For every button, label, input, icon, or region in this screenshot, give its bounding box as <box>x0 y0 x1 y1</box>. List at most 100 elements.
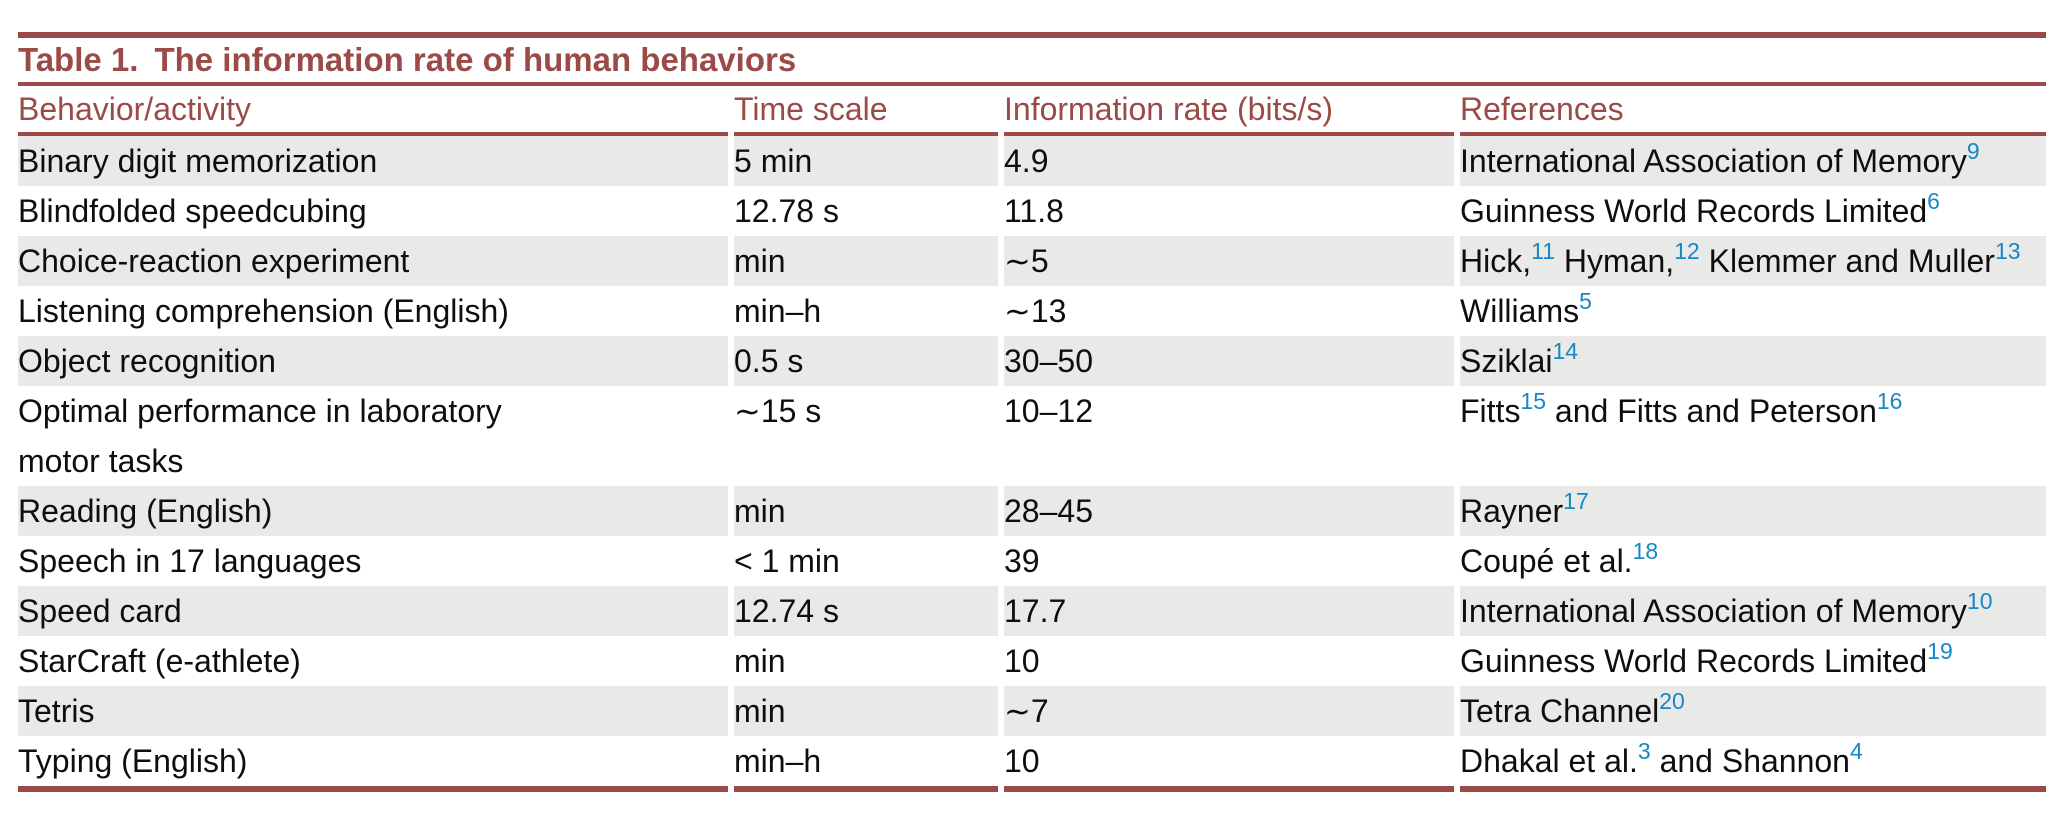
cell-time-scale: < 1 min <box>734 543 840 579</box>
citation-link[interactable]: 11 <box>1531 238 1555 264</box>
table-row: Speech in 17 languages < 1 min 39 Coupé et … <box>18 536 2046 586</box>
cell-behavior: Choice-reaction experiment <box>18 236 728 286</box>
reference-text: International Association of Memory <box>1460 593 1967 629</box>
cell-references: Coupé et al.18 <box>1460 536 2046 586</box>
table-header: Behavior/activity Time scale Information… <box>18 86 2046 136</box>
table-row: Object recognition 0.5 s 30–50 Sziklai14 <box>18 336 2046 386</box>
citation-link[interactable]: 3 <box>1637 738 1651 764</box>
cell-time-scale: min–h <box>734 293 822 329</box>
cell-behavior: Binary digit memorization <box>18 136 728 186</box>
cell-behavior: Object recognition <box>18 336 728 386</box>
citation-link[interactable]: 4 <box>1849 738 1863 764</box>
table-row: Binary digit memorization 5 min 4.9 Interna… <box>18 136 2046 186</box>
reference-text: Tetra Channel <box>1460 693 1660 729</box>
cell-references: Guinness World Records Limited19 <box>1460 636 2046 686</box>
cell-references: Williams5 <box>1460 286 2046 336</box>
column-header-references: References <box>1460 86 2046 136</box>
cell-information-rate: ∼13 <box>1004 293 1067 329</box>
citation-link[interactable]: 17 <box>1563 488 1589 514</box>
table-row: Tetris min ∼7 Tetra Channel20 <box>18 686 2046 736</box>
information-rate-table: Behavior/activity Time scale Information… <box>12 86 2052 792</box>
reference-text: International Association of Memory <box>1460 143 1967 179</box>
citation-link[interactable]: 20 <box>1659 688 1685 714</box>
cell-behavior: Speed card <box>18 586 728 636</box>
cell-behavior: Typing (English) <box>18 736 728 792</box>
reference-text: Guinness World Records Limited <box>1460 643 1928 679</box>
cell-information-rate: 39 <box>1004 543 1040 579</box>
reference-text: Dhakal et al. <box>1460 743 1638 779</box>
cell-behavior: Blindfolded speedcubing <box>18 193 367 229</box>
table-body: Binary digit memorization 5 min 4.9 Interna… <box>18 136 2046 792</box>
cell-references: Sziklai14 <box>1460 336 2046 386</box>
citation-link[interactable]: 10 <box>1966 588 1993 614</box>
table-number: Table 1. <box>18 41 139 78</box>
reference-text: Guinness World Records Limited <box>1460 193 1928 229</box>
table-row: Speed card 12.74 s 17.7 International Assoc… <box>18 586 2046 636</box>
cell-references: International Association of Memory10 <box>1460 586 2046 636</box>
reference-text: Hyman, <box>1555 243 1675 279</box>
table-row: Reading (English) min 28–45 Rayner17 <box>18 486 2046 536</box>
reference-text: Hick, <box>1460 243 1532 279</box>
cell-time-scale: min–h <box>734 736 998 792</box>
cell-information-rate: 11.8 <box>1004 193 1064 229</box>
cell-information-rate: 10–12 <box>1004 393 1093 429</box>
cell-behavior: Speech in 17 languages <box>18 543 362 579</box>
reference-text: Rayner <box>1460 493 1564 529</box>
table-row: Listening comprehension (English) min–h ∼1… <box>18 286 2046 336</box>
cell-information-rate: 30–50 <box>1004 336 1454 386</box>
cell-information-rate: 10 <box>1004 643 1040 679</box>
cell-time-scale: min <box>734 236 998 286</box>
reference-text: Coupé et al. <box>1460 543 1633 579</box>
table-row: Choice-reaction experiment min ∼5 Hick,11 H… <box>18 236 2046 286</box>
citation-link[interactable]: 18 <box>1632 538 1659 564</box>
citation-link[interactable]: 13 <box>1994 238 2021 264</box>
column-header-information-rate: Information rate (bits/s) <box>1004 86 1454 136</box>
table-row: StarCraft (e-athlete) min 10 Guinness World… <box>18 636 2046 686</box>
cell-references: Tetra Channel20 <box>1460 686 2046 736</box>
cell-information-rate: 28–45 <box>1004 486 1454 536</box>
table-row: Optimal performance in laboratory motor … <box>18 386 2046 486</box>
cell-time-scale: ∼15 s <box>734 393 822 429</box>
cell-information-rate: 17.7 <box>1004 586 1454 636</box>
citation-link[interactable]: 6 <box>1927 188 1940 214</box>
table-caption: The information rate of human behaviors <box>154 41 797 78</box>
table-row: Typing (English) min–h 10 Dhakal et al.3 an… <box>18 736 2046 792</box>
header-row: Behavior/activity Time scale Information… <box>18 86 2046 136</box>
cell-information-rate: 4.9 <box>1004 136 1454 186</box>
cell-behavior: StarCraft (e-athlete) <box>18 643 301 679</box>
cell-information-rate: 10 <box>1004 736 1454 792</box>
cell-behavior: Reading (English) <box>18 486 728 536</box>
table-title: Table 1. The information rate of human be… <box>12 38 2052 82</box>
reference-text: and Fitts and Peterson <box>1546 393 1877 429</box>
reference-text: Fitts <box>1460 393 1521 429</box>
reference-text: Williams <box>1460 293 1580 329</box>
cell-information-rate: ∼5 <box>1004 236 1454 286</box>
citation-link[interactable]: 5 <box>1579 288 1592 314</box>
cell-references: Guinness World Records Limited6 <box>1460 186 2046 236</box>
cell-behavior: Tetris <box>18 686 728 736</box>
citation-link[interactable]: 16 <box>1876 388 1903 414</box>
citation-link[interactable]: 14 <box>1552 338 1579 364</box>
cell-references: Fitts15 and Fitts and Peterson16 <box>1460 386 2046 486</box>
cell-references: Hick,11 Hyman,12 Klemmer and Muller13 <box>1460 236 2046 286</box>
cell-references: International Association of Memory9 <box>1460 136 2046 186</box>
cell-time-scale: 12.74 s <box>734 586 998 636</box>
citation-link[interactable]: 19 <box>1927 638 1953 664</box>
cell-time-scale: 5 min <box>734 136 998 186</box>
cell-time-scale: min <box>734 643 786 679</box>
cell-time-scale: min <box>734 486 998 536</box>
citation-link[interactable]: 15 <box>1520 388 1547 414</box>
citation-link[interactable]: 12 <box>1674 238 1700 264</box>
cell-time-scale: 0.5 s <box>734 336 998 386</box>
reference-text: Sziklai <box>1460 343 1553 379</box>
reference-text: and Shannon <box>1650 743 1850 779</box>
paper-table-figure: Table 1. The information rate of human be… <box>12 32 2052 792</box>
top-rule <box>18 32 2046 38</box>
cell-behavior: Listening comprehension (English) <box>18 293 509 329</box>
title-rule <box>18 82 2046 86</box>
cell-references: Rayner17 <box>1460 486 2046 536</box>
cell-references: Dhakal et al.3 and Shannon4 <box>1460 736 2046 792</box>
cell-information-rate: ∼7 <box>1004 686 1454 736</box>
column-header-time-scale: Time scale <box>734 86 998 136</box>
citation-link[interactable]: 9 <box>1966 138 1980 164</box>
